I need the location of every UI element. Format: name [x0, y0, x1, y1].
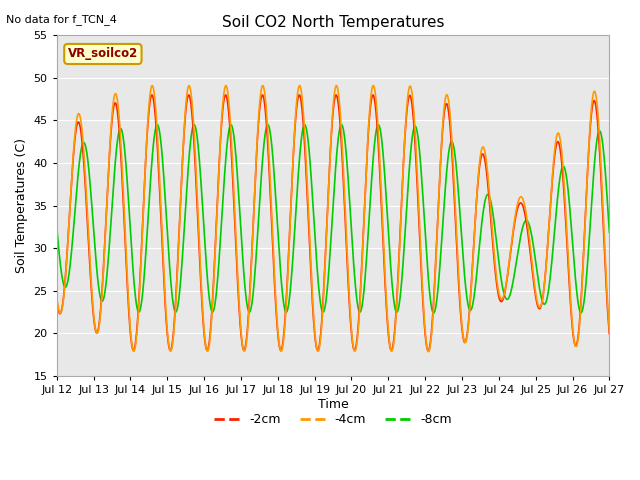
-2cm — [590, 98, 598, 104]
-2cm — [307, 274, 315, 280]
-4cm — [307, 266, 315, 272]
Line: -8cm: -8cm — [57, 125, 609, 313]
-4cm — [222, 83, 230, 88]
-4cm — [590, 89, 598, 95]
-8cm — [590, 171, 598, 177]
-8cm — [190, 122, 198, 128]
Y-axis label: Soil Temperatures (C): Soil Temperatures (C) — [15, 138, 28, 273]
Title: Soil CO2 North Temperatures: Soil CO2 North Temperatures — [222, 15, 444, 30]
-2cm — [81, 177, 89, 182]
-8cm — [488, 207, 496, 213]
-2cm — [259, 92, 266, 98]
-4cm — [425, 349, 433, 355]
Legend: -2cm, -4cm, -8cm: -2cm, -4cm, -8cm — [209, 408, 456, 431]
-4cm — [53, 293, 61, 299]
-4cm — [488, 229, 496, 235]
-4cm — [81, 166, 89, 171]
-8cm — [590, 168, 598, 173]
-8cm — [307, 173, 315, 179]
-8cm — [605, 229, 613, 235]
-2cm — [322, 245, 330, 251]
-4cm — [590, 90, 598, 96]
-8cm — [429, 310, 437, 316]
X-axis label: Time: Time — [317, 398, 348, 411]
-8cm — [81, 141, 89, 147]
-8cm — [53, 224, 61, 230]
Text: VR_soilco2: VR_soilco2 — [68, 48, 138, 60]
-4cm — [605, 327, 613, 333]
-2cm — [590, 98, 598, 104]
-2cm — [605, 331, 613, 337]
-2cm — [53, 297, 61, 303]
-8cm — [322, 300, 330, 306]
Line: -4cm: -4cm — [57, 85, 609, 352]
-2cm — [424, 348, 432, 354]
Text: No data for f_TCN_4: No data for f_TCN_4 — [6, 14, 117, 25]
Line: -2cm: -2cm — [57, 95, 609, 351]
-2cm — [488, 237, 496, 243]
-4cm — [322, 249, 330, 255]
